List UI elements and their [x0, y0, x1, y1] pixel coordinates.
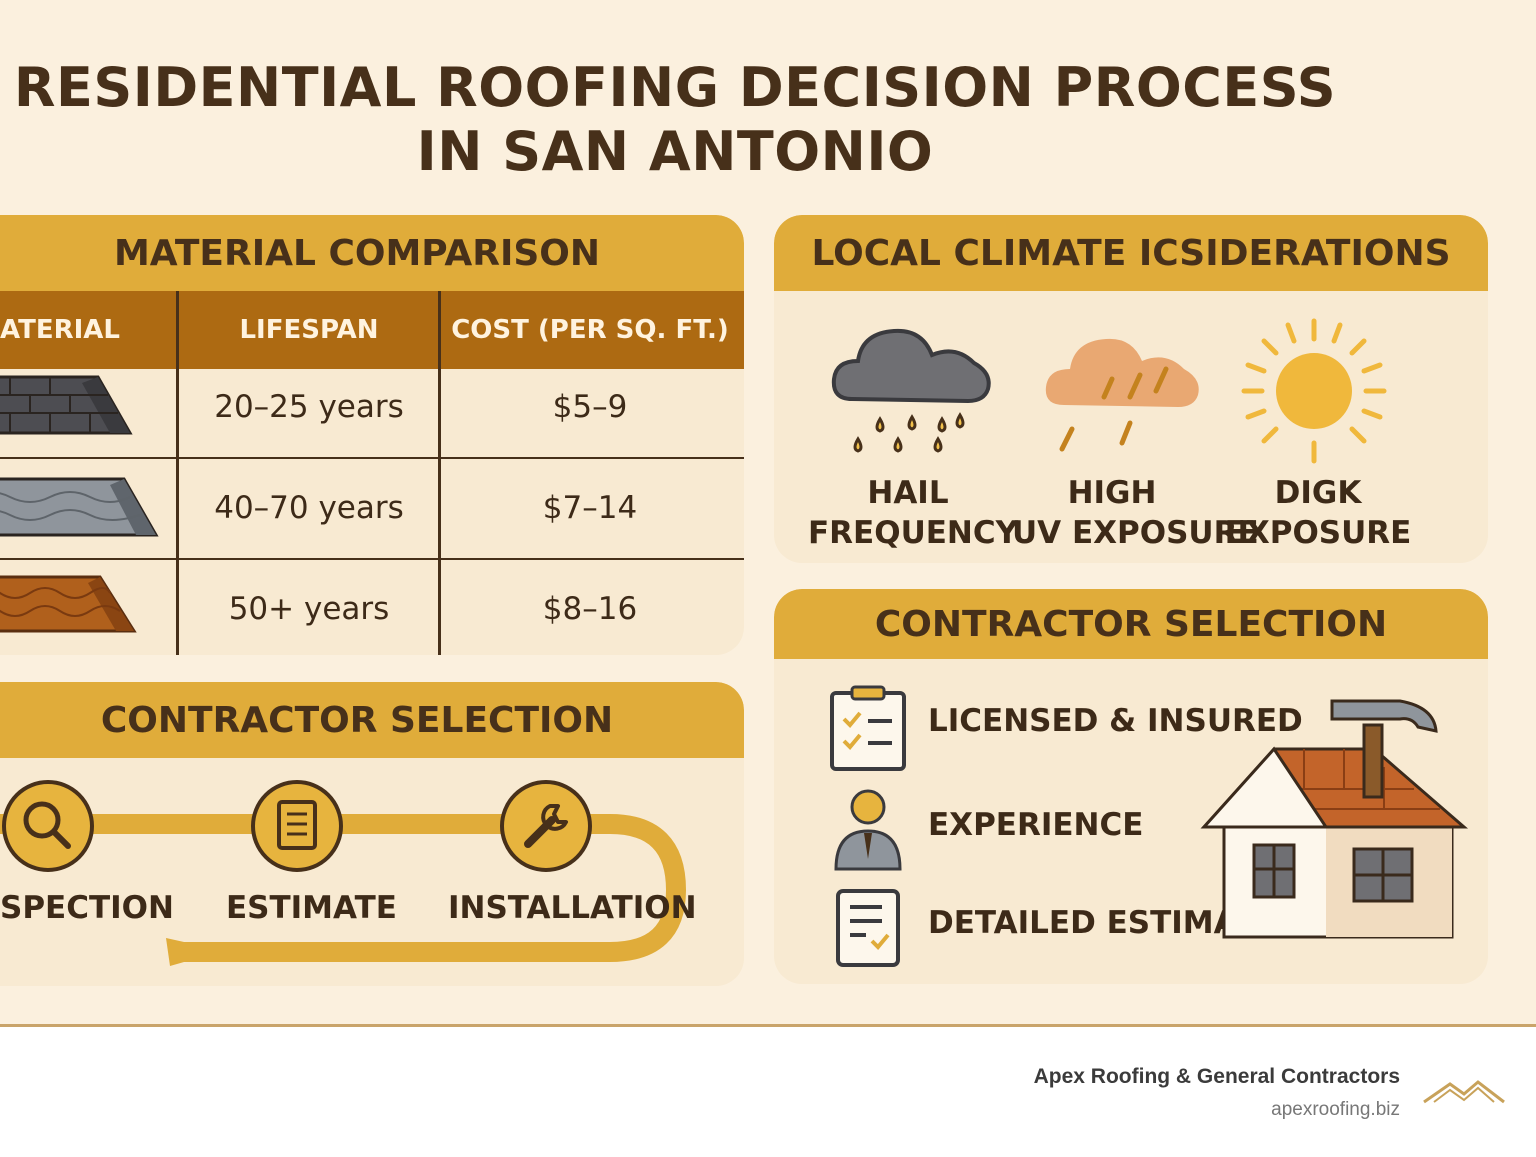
step-label: INSTALLATION [448, 890, 697, 926]
column-divider [176, 291, 179, 655]
website-link[interactable]: apexroofing.biz [1271, 1099, 1400, 1120]
climate-label-line-1: HIGH [1067, 475, 1157, 511]
metal-roof-icon [0, 477, 159, 537]
contractor-item-label: LICENSED & INSURED [928, 703, 1303, 739]
column-header-cost: COST (PER SQ. FT.) [451, 315, 729, 345]
lifespan-cell: 50+ years [228, 591, 390, 627]
process-heading: CONTRACTOR SELECTION [0, 682, 744, 758]
page-title: RESIDENTIAL ROOFING DECISION PROCESS IN … [0, 56, 1350, 184]
mountain-logo-icon [1423, 1080, 1505, 1104]
row-divider [0, 457, 744, 459]
lifespan-cell: 20–25 years [214, 389, 404, 425]
lifespan-cell: 40–70 years [214, 490, 404, 526]
climate-label: HAIL FREQUENCY [808, 473, 1019, 553]
climate-panel: LOCAL CLIMATE ICSIDERATIONS HAIL FREQUEN… [774, 215, 1488, 563]
material-comparison-heading: MATERIAL COMPARISON [0, 215, 744, 291]
climate-label: HIGH UV EXPOSURE [1012, 473, 1259, 553]
brand-name: Apex Roofing & General Contractors [1033, 1065, 1400, 1088]
title-line-2: IN SAN ANTONIO [416, 120, 934, 183]
asphalt-shingle-roof-icon [0, 375, 133, 435]
climate-label-line-2: UV EXPOSURE [1012, 515, 1259, 551]
step-label: ESTIMATE [226, 890, 397, 926]
climate-label-line-2: EXPOSURE [1224, 515, 1412, 551]
climate-label-line-1: DIGK [1274, 475, 1362, 511]
contractor-panel: CONTRACTOR SELECTION LICENSED & INSURED … [774, 589, 1488, 984]
material-comparison-panel: MATERIAL COMPARISON ATERIAL LIFESPAN COS… [0, 215, 744, 655]
storm-cloud-icon [1045, 338, 1199, 452]
sun-icon [1241, 318, 1387, 464]
contractor-item-label: EXPERIENCE [928, 807, 1144, 843]
wrench-icon [500, 780, 592, 872]
contractor-heading: CONTRACTOR SELECTION [774, 589, 1488, 659]
hail-cloud-icon [831, 328, 991, 453]
row-divider [0, 558, 744, 560]
table-header-row: ATERIAL LIFESPAN COST (PER SQ. FT.) [0, 291, 744, 369]
step-label: SPECTION [0, 890, 174, 926]
cost-cell: $5–9 [552, 389, 628, 425]
climate-heading: LOCAL CLIMATE ICSIDERATIONS [774, 215, 1488, 291]
clipboard-checklist-icon [830, 685, 906, 771]
magnifier-icon [2, 780, 94, 872]
column-header-material: ATERIAL [0, 315, 120, 345]
column-divider [438, 291, 441, 655]
title-line-1: RESIDENTIAL ROOFING DECISION PROCESS [13, 56, 1337, 119]
climate-label: DIGK EXPOSURE [1218, 473, 1418, 553]
house-hammer-icon [1200, 699, 1469, 939]
estimate-document-icon [836, 889, 900, 967]
column-header-lifespan: LIFESPAN [239, 315, 379, 345]
footer [0, 1024, 1536, 1157]
cost-cell: $8–16 [542, 591, 638, 627]
climate-label-line-1: HAIL [867, 475, 949, 511]
climate-label-line-2: FREQUENCY [808, 515, 1019, 551]
contractor-item-label: DETAILED ESTIMATE [928, 905, 1278, 941]
process-path [0, 814, 687, 966]
cost-cell: $7–14 [542, 490, 638, 526]
document-icon [251, 780, 343, 872]
process-panel: CONTRACTOR SELECTION SPECTION ESTIMATE I… [0, 682, 744, 986]
clay-tile-roof-icon [0, 575, 137, 633]
person-icon [834, 789, 902, 871]
